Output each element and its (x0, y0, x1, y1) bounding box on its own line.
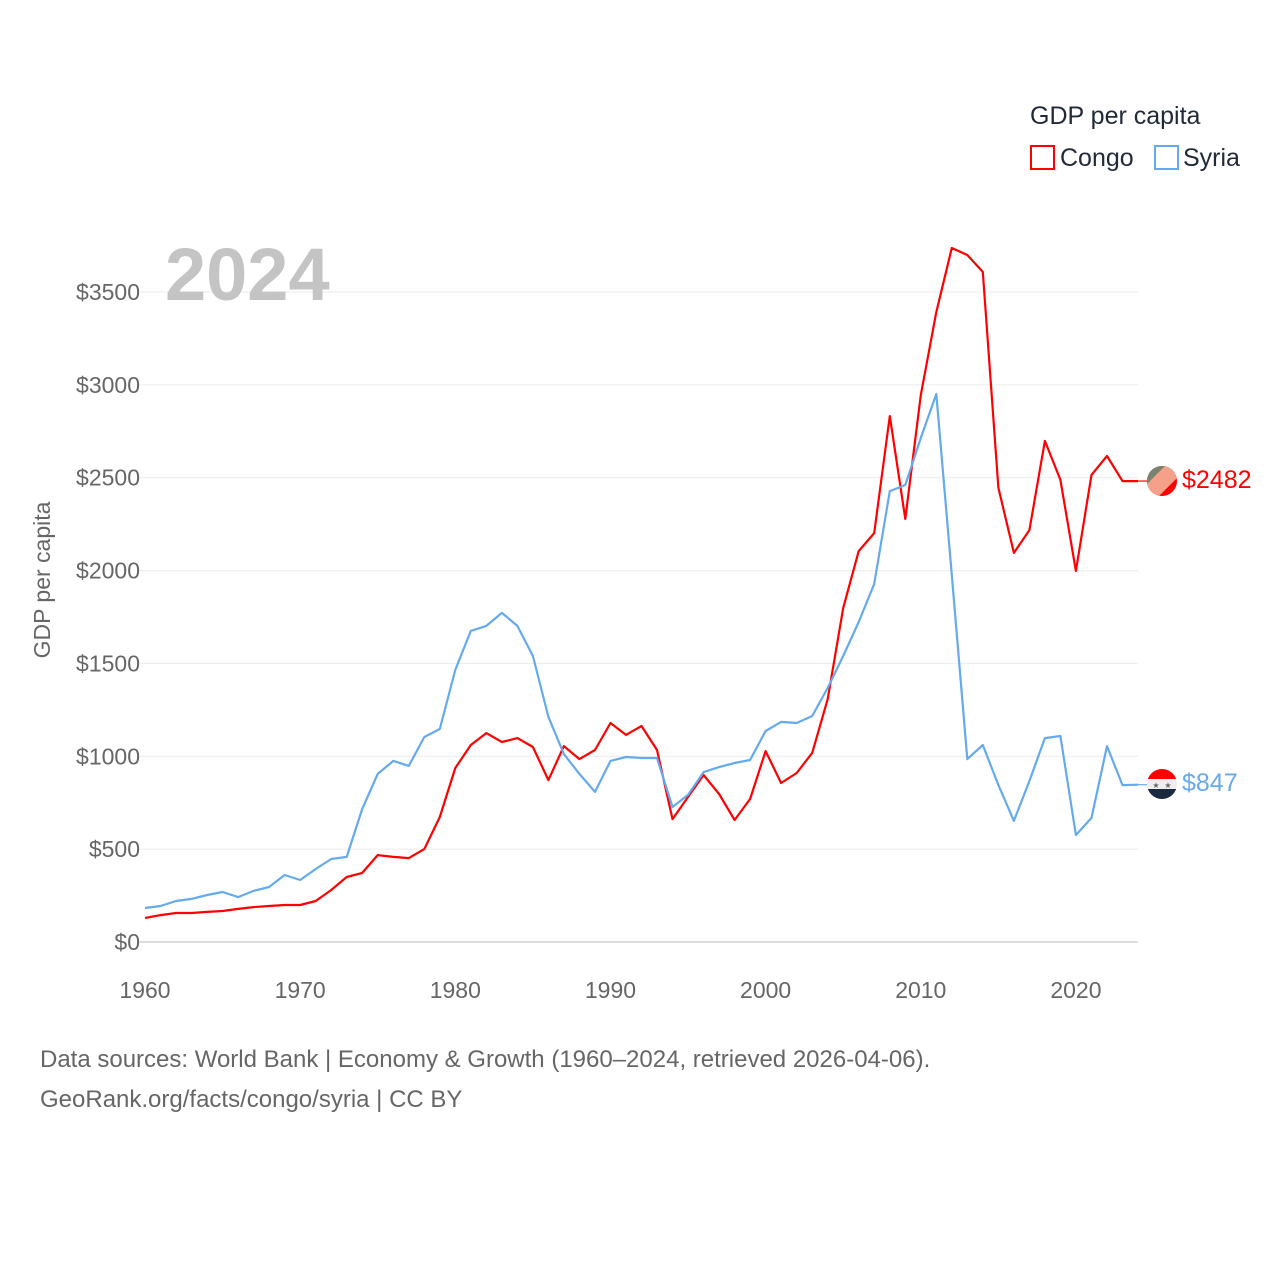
y-tick-label: $500 (89, 836, 140, 862)
y-tick-label: $0 (114, 929, 140, 955)
legend-swatch-congo[interactable] (1030, 145, 1055, 170)
y-tick-label: $3000 (76, 372, 140, 398)
legend-swatch-syria[interactable] (1154, 145, 1179, 170)
year-watermark: 2024 (165, 233, 330, 316)
syria-end-value: $847 (1182, 769, 1238, 797)
legend-label-syria[interactable]: Syria (1183, 144, 1240, 172)
x-tick-label: 2020 (1050, 977, 1101, 1003)
x-tick-label: 1960 (119, 977, 170, 1003)
syria-flag-icon: ★ ★ (1147, 769, 1177, 799)
series-line-syria (144, 392, 1139, 910)
x-tick-label: 1990 (585, 977, 636, 1003)
legend-label-congo[interactable]: Congo (1060, 144, 1134, 172)
series-line-congo (144, 246, 1138, 920)
congo-end-value: $2482 (1182, 466, 1252, 494)
x-tick-label: 1980 (430, 977, 481, 1003)
svg-text:★: ★ (1152, 781, 1159, 790)
svg-text:★: ★ (1164, 781, 1171, 790)
y-tick-label: $2500 (76, 465, 140, 491)
y-tick-label: $1500 (76, 650, 140, 676)
x-tick-label: 2000 (740, 977, 791, 1003)
footer-credit[interactable]: GeoRank.org/facts/congo/syria | CC BY (40, 1086, 463, 1113)
x-tick-label: 1970 (275, 977, 326, 1003)
x-tick-label: 2010 (895, 977, 946, 1003)
y-tick-label: $1000 (76, 743, 140, 769)
legend: GDP per capita Congo Syria (1030, 102, 1240, 172)
legend-title: GDP per capita (1030, 102, 1201, 130)
y-axis-label: GDP per capita (29, 501, 55, 658)
y-tick-label: $2000 (76, 558, 140, 584)
y-tick-label: $3500 (76, 279, 140, 305)
congo-flag-icon (1147, 466, 1177, 496)
footer-sources: Data sources: World Bank | Economy & Gro… (40, 1046, 931, 1073)
